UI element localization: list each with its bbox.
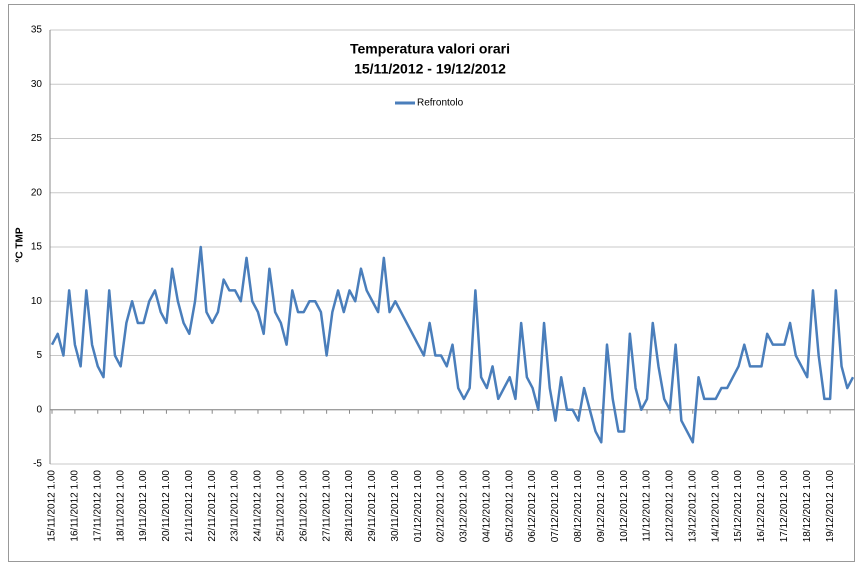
x-tick-label: 24/11/2012 1.00 xyxy=(253,470,264,542)
x-tick-label: 18/11/2012 1.00 xyxy=(115,470,126,542)
y-tick-label: 0 xyxy=(36,404,42,415)
x-tick-label: 23/11/2012 1.00 xyxy=(230,470,241,542)
x-tick-label: 19/11/2012 1.00 xyxy=(138,470,149,542)
x-tick-label: 16/12/2012 1.00 xyxy=(756,470,767,543)
x-tick-label: 19/12/2012 1.00 xyxy=(825,470,836,543)
x-tick-label: 06/12/2012 1.00 xyxy=(527,470,538,543)
x-tick-label: 22/11/2012 1.00 xyxy=(207,470,218,542)
y-tick-label: -5 xyxy=(33,459,42,470)
x-tick-label: 03/12/2012 1.00 xyxy=(459,470,470,543)
x-tick-label: 17/11/2012 1.00 xyxy=(92,470,103,542)
y-tick-label: 10 xyxy=(31,296,43,307)
chart-frame xyxy=(8,4,855,562)
y-tick-label: 25 xyxy=(31,133,43,144)
x-tick-label: 27/11/2012 1.00 xyxy=(321,470,332,542)
series-line xyxy=(50,245,855,444)
x-tick-label: 26/11/2012 1.00 xyxy=(298,470,309,542)
x-tick-label: 02/12/2012 1.00 xyxy=(436,470,447,543)
x-tick-label: 20/11/2012 1.00 xyxy=(161,470,172,542)
y-tick-label: 15 xyxy=(31,242,43,253)
x-tick-label: 29/11/2012 1.00 xyxy=(367,470,378,542)
chart-subtitle: 15/11/2012 - 19/12/2012 xyxy=(354,61,506,77)
y-tick-label: 30 xyxy=(31,79,43,90)
x-tick-label: 09/12/2012 1.00 xyxy=(596,470,607,543)
x-tick-label: 16/11/2012 1.00 xyxy=(70,470,81,542)
x-tick-label: 04/12/2012 1.00 xyxy=(481,470,492,543)
legend-label: Refrontolo xyxy=(417,98,464,109)
x-tick-label: 15/12/2012 1.00 xyxy=(733,470,744,543)
y-tick-label: 35 xyxy=(31,25,43,36)
x-tick-label: 18/12/2012 1.00 xyxy=(802,470,813,543)
x-tick-label: 21/11/2012 1.00 xyxy=(184,470,195,542)
x-tick-label: 14/12/2012 1.00 xyxy=(710,470,721,543)
x-tick-label: 07/12/2012 1.00 xyxy=(550,470,561,543)
y-tick-label: 20 xyxy=(31,187,43,198)
x-tick-label: 13/12/2012 1.00 xyxy=(687,470,698,543)
x-tick-label: 05/12/2012 1.00 xyxy=(504,470,515,543)
chart-title: Temperatura valori orari xyxy=(350,41,510,57)
x-tick-label: 12/12/2012 1.00 xyxy=(665,470,676,543)
x-tick-label: 17/12/2012 1.00 xyxy=(779,470,790,543)
x-tick-label: 01/12/2012 1.00 xyxy=(413,470,424,543)
x-tick-label: 11/12/2012 1.00 xyxy=(642,470,653,542)
x-tick-label: 25/11/2012 1.00 xyxy=(275,470,286,542)
y-tick-label: 5 xyxy=(36,350,42,361)
y-axis-label: °C TMP xyxy=(15,227,26,262)
x-tick-label: 15/11/2012 1.00 xyxy=(47,470,58,542)
x-tick-label: 08/12/2012 1.00 xyxy=(573,470,584,543)
x-tick-label: 30/11/2012 1.00 xyxy=(390,470,401,542)
x-tick-label: 10/12/2012 1.00 xyxy=(619,470,630,543)
x-tick-label: 28/11/2012 1.00 xyxy=(344,470,355,542)
